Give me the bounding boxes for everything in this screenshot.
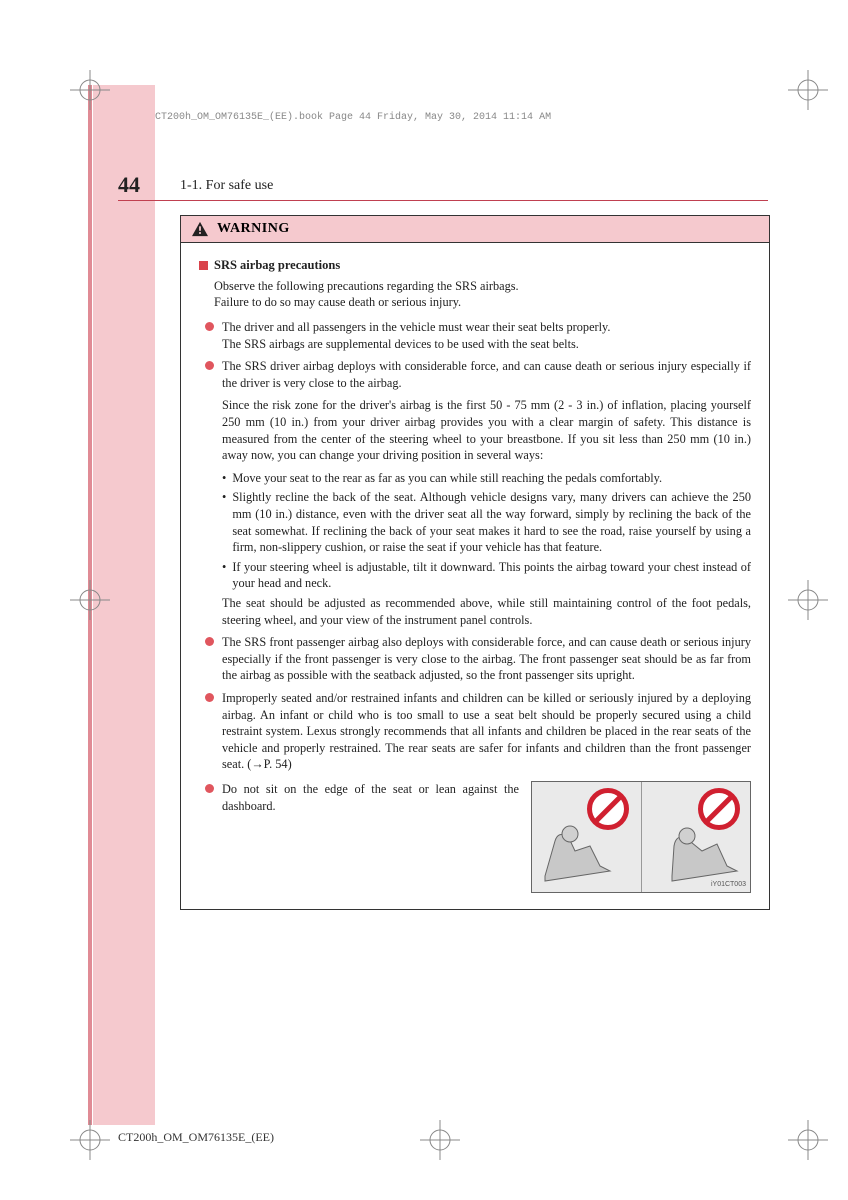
prohibit-icon <box>698 788 740 830</box>
print-header: CT200h_OM_OM76135E_(EE).book Page 44 Fri… <box>155 112 551 123</box>
crop-mark-icon <box>788 580 828 620</box>
dot-icon: • <box>222 470 226 487</box>
red-bullet-icon <box>205 361 214 370</box>
intro-text: Observe the following precautions regard… <box>214 278 751 311</box>
intro-line-1: Observe the following precautions regard… <box>214 278 751 295</box>
bullet-2: The SRS driver airbag deploys with consi… <box>205 358 751 391</box>
bullet-4: Improperly seated and/or restrained infa… <box>205 690 751 773</box>
image-code: iY01CT003 <box>711 880 746 889</box>
intro-line-2: Failure to do so may cause death or seri… <box>214 294 751 311</box>
bullet-5-text: Do not sit on the edge of the seat or le… <box>222 781 519 814</box>
footer-code: CT200h_OM_OM76135E_(EE) <box>118 1130 274 1145</box>
prohibit-icon <box>587 788 629 830</box>
red-bullet-icon <box>205 637 214 646</box>
crop-mark-icon <box>788 1120 828 1160</box>
sub-bullet-1: • Move your seat to the rear as far as y… <box>222 470 751 487</box>
warning-title: WARNING <box>217 221 290 237</box>
sub-bullet-2: • Slightly recline the back of the seat.… <box>222 489 751 555</box>
crop-mark-icon <box>420 1120 460 1160</box>
paragraph-1: Since the risk zone for the driver's air… <box>222 397 751 463</box>
page-number: 44 <box>118 172 140 198</box>
warning-triangle-icon <box>191 221 209 237</box>
warning-subheading: SRS airbag precautions <box>199 257 751 274</box>
bullet-1b: The SRS airbags are supplemental devices… <box>222 336 751 353</box>
crop-mark-icon <box>70 70 110 110</box>
sub-bullet-2-text: Slightly recline the back of the seat. A… <box>232 489 751 555</box>
sub-bullet-1-text: Move your seat to the rear as far as you… <box>232 470 662 487</box>
bullet-1: The driver and all passengers in the veh… <box>205 319 751 352</box>
warning-header: WARNING <box>181 216 769 243</box>
crop-mark-icon <box>788 70 828 110</box>
dot-icon: • <box>222 559 226 576</box>
bullet-2-text: The SRS driver airbag deploys with consi… <box>222 358 751 391</box>
bullet-5-row: Do not sit on the edge of the seat or le… <box>199 781 751 893</box>
diagram-divider <box>641 782 642 892</box>
header-divider <box>118 200 768 201</box>
bullet-4-text: Improperly seated and/or restrained infa… <box>222 690 751 773</box>
sub-bullet-3: • If your steering wheel is adjustable, … <box>222 559 751 592</box>
dot-icon: • <box>222 489 226 506</box>
bullet-1a: The driver and all passengers in the veh… <box>222 319 751 336</box>
red-bullet-icon <box>205 784 214 793</box>
paragraph-2: The seat should be adjusted as recommend… <box>222 595 751 628</box>
sub-bullet-3-text: If your steering wheel is adjustable, ti… <box>232 559 751 592</box>
warning-body: SRS airbag precautions Observe the follo… <box>181 243 769 909</box>
crop-mark-icon <box>70 1120 110 1160</box>
bullet-3: The SRS front passenger airbag also depl… <box>205 634 751 684</box>
crop-mark-icon <box>70 580 110 620</box>
bullet-3-text: The SRS front passenger airbag also depl… <box>222 634 751 684</box>
red-bullet-icon <box>205 693 214 702</box>
section-title: 1-1. For safe use <box>180 178 273 194</box>
subheading-text: SRS airbag precautions <box>214 257 340 274</box>
warning-diagram: iY01CT003 <box>531 781 751 893</box>
red-bullet-icon <box>205 322 214 331</box>
red-square-icon <box>199 261 208 270</box>
warning-box: WARNING SRS airbag precautions Observe t… <box>180 215 770 910</box>
